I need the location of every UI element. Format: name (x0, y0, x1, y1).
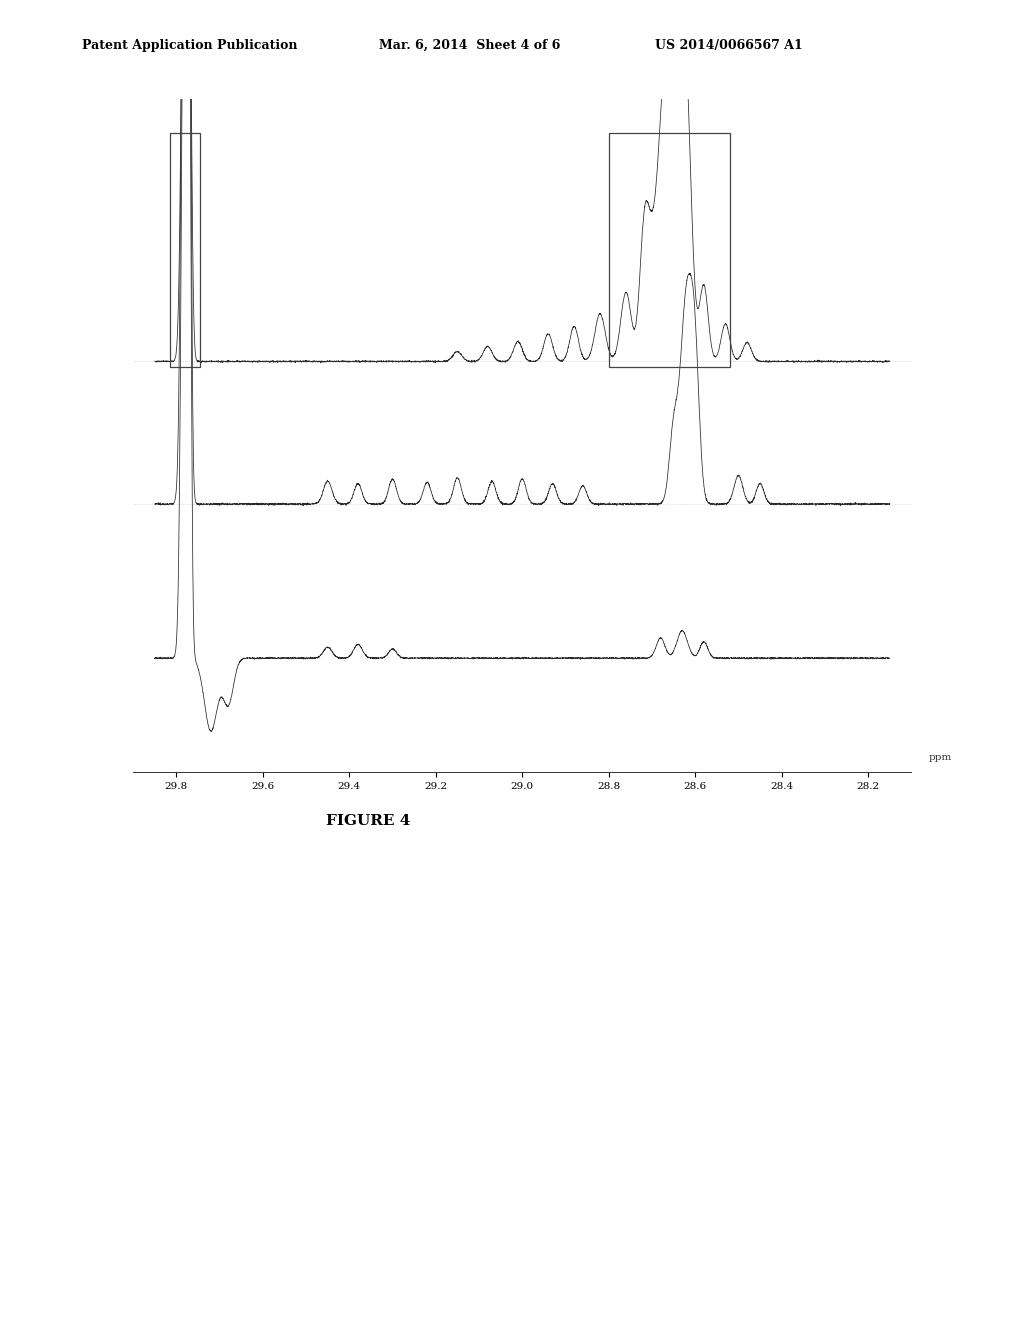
Text: ppm: ppm (929, 754, 952, 763)
Bar (608, 133, 730, 367)
Bar (170, 133, 200, 367)
Text: Patent Application Publication: Patent Application Publication (82, 38, 297, 51)
Text: Mar. 6, 2014  Sheet 4 of 6: Mar. 6, 2014 Sheet 4 of 6 (379, 38, 560, 51)
Text: FIGURE 4: FIGURE 4 (327, 814, 411, 828)
Text: US 2014/0066567 A1: US 2014/0066567 A1 (655, 38, 803, 51)
